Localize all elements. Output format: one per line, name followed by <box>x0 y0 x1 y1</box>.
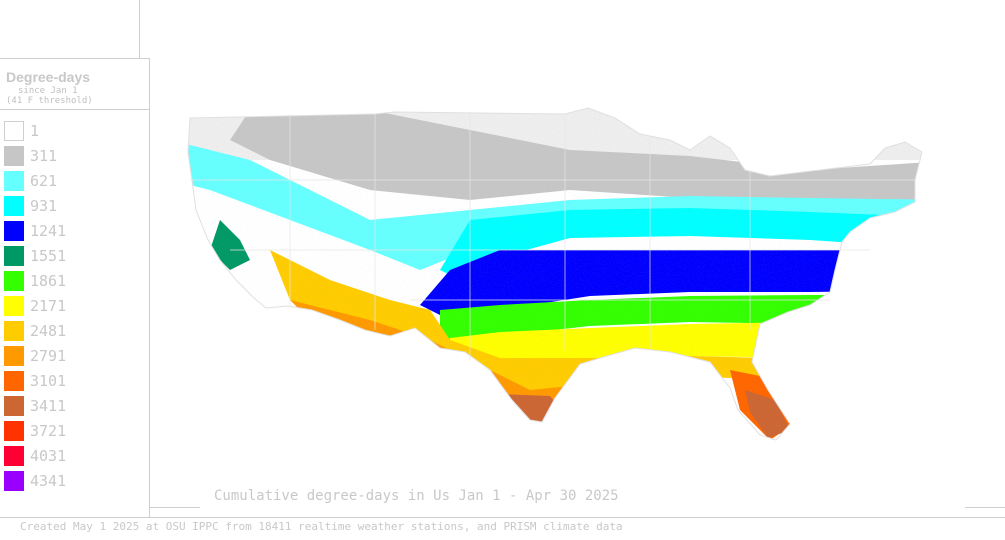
frame-caption-line-right <box>965 507 1005 508</box>
legend-panel: Degree-days since Jan 1 (41 F threshold)… <box>0 58 150 517</box>
legend-item: 4031 <box>4 446 144 468</box>
legend-swatch <box>4 371 24 391</box>
legend-swatch <box>4 221 24 241</box>
legend-value: 4341 <box>30 472 67 490</box>
degree-day-map <box>187 107 923 441</box>
legend-swatch <box>4 421 24 441</box>
legend-swatch <box>4 396 24 416</box>
legend-swatch <box>4 246 24 266</box>
legend-subtitle-line2: (41 F threshold) <box>6 96 93 106</box>
legend-item: 4341 <box>4 471 144 493</box>
legend-swatch <box>4 346 24 366</box>
legend-swatch <box>4 146 24 166</box>
legend-item: 2481 <box>4 321 144 343</box>
legend-item: 311 <box>4 146 144 168</box>
legend-subtitle-line1: since Jan 1 <box>18 86 78 96</box>
us-outline <box>187 107 923 441</box>
legend-value: 3101 <box>30 372 67 390</box>
legend-value: 2171 <box>30 297 67 315</box>
legend-value: 3721 <box>30 422 67 440</box>
legend-value: 621 <box>30 172 58 190</box>
legend-title: Degree-days <box>6 69 91 85</box>
legend-value: 931 <box>30 197 58 215</box>
legend-swatch <box>4 271 24 291</box>
legend-value: 1 <box>30 122 40 140</box>
legend-swatch <box>4 471 24 491</box>
legend-value: 2791 <box>30 347 67 365</box>
frame-bottom-line <box>0 517 1005 518</box>
legend-value: 4031 <box>30 447 67 465</box>
state-borders <box>190 114 915 360</box>
legend-swatch <box>4 446 24 466</box>
legend-swatch <box>4 171 24 191</box>
legend-item: 1241 <box>4 221 144 243</box>
legend-value: 1861 <box>30 272 67 290</box>
legend-swatch <box>4 321 24 341</box>
legend-value: 2481 <box>30 322 67 340</box>
frame-caption-line-left <box>150 507 200 508</box>
legend-item: 1551 <box>4 246 144 268</box>
map-caption: Cumulative degree-days in Us Jan 1 - Apr… <box>214 488 619 504</box>
legend-item: 1 <box>4 121 144 143</box>
legend-item: 931 <box>4 196 144 218</box>
legend-swatch <box>4 121 24 141</box>
legend-item: 3101 <box>4 371 144 393</box>
legend-item: 2791 <box>4 346 144 368</box>
legend-item: 3721 <box>4 421 144 443</box>
legend-item: 2171 <box>4 296 144 318</box>
legend-value: 311 <box>30 147 58 165</box>
legend-value: 3411 <box>30 397 67 415</box>
legend-item: 621 <box>4 171 144 193</box>
legend-value: 1241 <box>30 222 67 240</box>
footer-credit: Created May 1 2025 at OSU IPPC from 1841… <box>20 520 623 533</box>
frame-top-vertical <box>139 0 140 58</box>
legend-value: 1551 <box>30 247 67 265</box>
legend-swatch <box>4 196 24 216</box>
legend-item: 3411 <box>4 396 144 418</box>
legend-item: 1861 <box>4 271 144 293</box>
legend-separator <box>0 109 150 110</box>
legend-swatch <box>4 296 24 316</box>
